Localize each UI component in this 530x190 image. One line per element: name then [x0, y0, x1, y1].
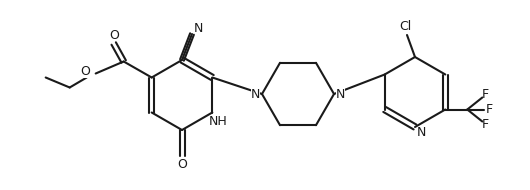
Text: NH: NH	[209, 115, 228, 128]
Text: Cl: Cl	[399, 20, 411, 32]
Text: N: N	[336, 88, 346, 101]
Text: O: O	[109, 29, 119, 42]
Text: N: N	[251, 88, 260, 101]
Text: F: F	[482, 118, 489, 131]
Text: O: O	[177, 158, 187, 170]
Text: F: F	[482, 88, 489, 101]
Text: N: N	[417, 126, 426, 139]
Text: N: N	[193, 21, 202, 35]
Text: F: F	[486, 103, 493, 116]
Text: O: O	[80, 65, 90, 78]
